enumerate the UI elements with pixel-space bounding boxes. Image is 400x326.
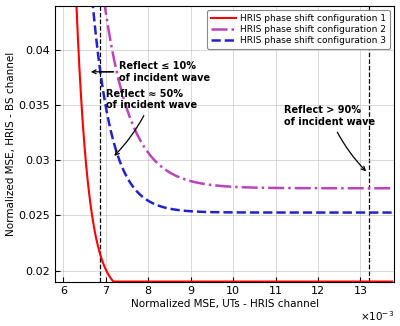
HRIS phase shift configuration 3 xyxy=(390,211,395,215)
Line: HRIS phase shift configuration 3: HRIS phase shift configuration 3 xyxy=(56,0,392,213)
HRIS phase shift configuration 3 xyxy=(258,211,262,215)
Text: Reflect ≈ 50%
of incident wave: Reflect ≈ 50% of incident wave xyxy=(106,89,197,155)
Text: Reflect > 90%
of incident wave: Reflect > 90% of incident wave xyxy=(284,105,375,170)
HRIS phase shift configuration 1 xyxy=(344,280,348,284)
HRIS phase shift configuration 2 xyxy=(343,186,348,190)
HRIS phase shift configuration 2 xyxy=(309,186,314,190)
Legend: HRIS phase shift configuration 1, HRIS phase shift configuration 2, HRIS phase s: HRIS phase shift configuration 1, HRIS p… xyxy=(207,10,390,49)
HRIS phase shift configuration 1 xyxy=(268,280,273,284)
HRIS phase shift configuration 1 xyxy=(390,280,395,284)
Line: HRIS phase shift configuration 2: HRIS phase shift configuration 2 xyxy=(56,0,392,188)
HRIS phase shift configuration 2 xyxy=(268,186,272,190)
HRIS phase shift configuration 2 xyxy=(258,186,262,190)
HRIS phase shift configuration 1 xyxy=(111,280,116,284)
HRIS phase shift configuration 3 xyxy=(309,211,314,215)
HRIS phase shift configuration 1 xyxy=(74,3,79,7)
HRIS phase shift configuration 3 xyxy=(249,211,254,215)
Text: Reflect ≤ 10%
of incident wave: Reflect ≤ 10% of incident wave xyxy=(92,61,210,82)
X-axis label: Normalized MSE, UTs - HRIS channel: Normalized MSE, UTs - HRIS channel xyxy=(131,299,319,309)
HRIS phase shift configuration 2 xyxy=(390,186,395,190)
Y-axis label: Normalized MSE, HRIS - BS channel: Normalized MSE, HRIS - BS channel xyxy=(6,52,16,236)
HRIS phase shift configuration 1 xyxy=(258,280,263,284)
HRIS phase shift configuration 3 xyxy=(343,211,348,215)
HRIS phase shift configuration 2 xyxy=(249,185,254,189)
HRIS phase shift configuration 3 xyxy=(268,211,272,215)
HRIS phase shift configuration 1 xyxy=(249,280,254,284)
Line: HRIS phase shift configuration 1: HRIS phase shift configuration 1 xyxy=(56,0,392,282)
Text: $\times10^{-3}$: $\times10^{-3}$ xyxy=(360,309,394,323)
HRIS phase shift configuration 1 xyxy=(309,280,314,284)
